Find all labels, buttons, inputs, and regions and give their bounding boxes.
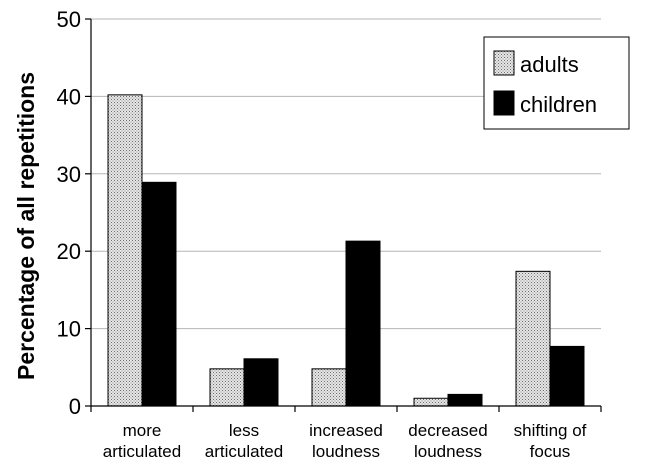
bar-children — [243, 358, 279, 407]
bar-adults — [515, 270, 551, 407]
category-label: increased — [309, 421, 383, 440]
legend-swatch-adults — [493, 50, 515, 76]
y-tick-label: 30 — [57, 162, 81, 187]
legend-label-children: children — [520, 92, 597, 117]
y-axis-title: Percentage of all repetitions — [13, 72, 39, 380]
y-tick-label: 50 — [57, 7, 81, 32]
category-label: focus — [530, 442, 571, 461]
bar-adults — [107, 94, 143, 407]
bars — [107, 94, 585, 407]
category-label: shifting of — [514, 421, 587, 440]
bar-children — [447, 393, 483, 407]
bar-adults — [209, 368, 245, 407]
y-tick-label: 10 — [57, 317, 81, 342]
bar-adults — [413, 397, 449, 407]
y-tick-label: 0 — [69, 394, 81, 419]
bar-children — [345, 240, 381, 407]
y-tick-labels: 0 10 20 30 40 50 — [57, 7, 81, 419]
axes — [85, 18, 602, 412]
bar-children — [549, 345, 585, 407]
category-label: articulated — [205, 442, 283, 461]
bar-children — [141, 181, 177, 407]
legend-swatch-children — [493, 90, 515, 116]
category-label: loudness — [414, 442, 482, 461]
legend-label-adults: adults — [520, 52, 579, 77]
category-labels: more articulated less articulated increased l… — [103, 421, 587, 461]
bar-adults — [311, 368, 347, 407]
category-label: more — [123, 421, 162, 440]
category-label: loudness — [312, 442, 380, 461]
y-tick-label: 20 — [57, 239, 81, 264]
category-label: articulated — [103, 442, 181, 461]
y-tick-label: 40 — [57, 84, 81, 109]
category-label: decreased — [408, 421, 487, 440]
category-label: less — [229, 421, 259, 440]
legend: adults children — [483, 36, 630, 130]
